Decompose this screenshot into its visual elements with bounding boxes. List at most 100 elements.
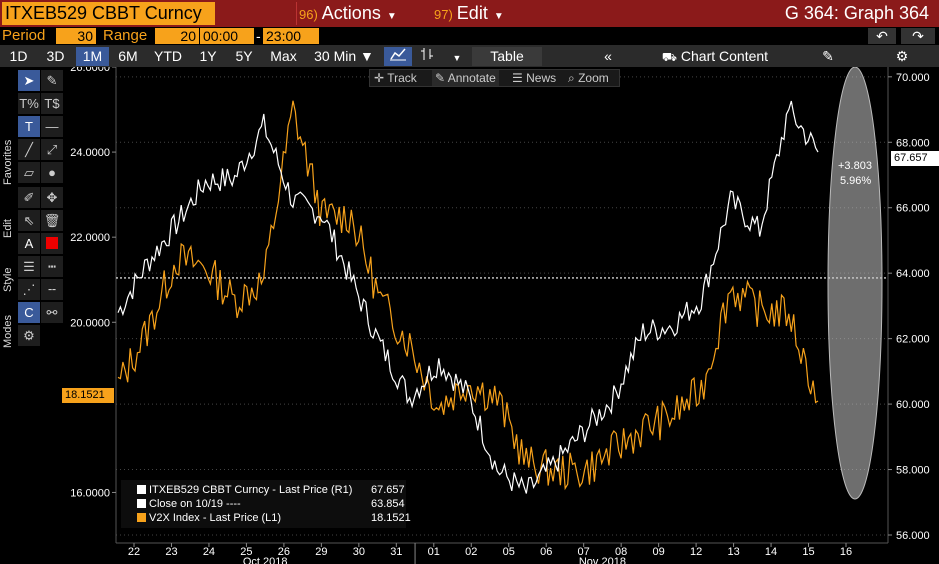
- channel-icon: ▱: [24, 165, 34, 180]
- x-tick-label: 02: [465, 546, 477, 558]
- gear-icon: ⚙: [23, 328, 35, 343]
- zoom-label: Zoom: [578, 71, 609, 85]
- brush-tool[interactable]: ✐: [18, 187, 40, 208]
- x-tick-label: 14: [765, 546, 777, 558]
- line-chart-button[interactable]: [384, 47, 412, 66]
- select-tool[interactable]: ⇖: [18, 210, 40, 231]
- crosshair-icon: ✛: [374, 71, 385, 85]
- dollar-tool[interactable]: T$: [41, 93, 63, 114]
- news-button[interactable]: ☰ News: [512, 70, 556, 86]
- undo-button[interactable]: ↶: [868, 28, 896, 44]
- chevron-down-icon: ▼: [452, 53, 462, 63]
- legend-swatch: [137, 513, 146, 522]
- collapse-panel-button[interactable]: «: [596, 47, 620, 66]
- move-tool[interactable]: ✥: [41, 187, 63, 208]
- range-button-5y[interactable]: 5Y: [235, 48, 253, 64]
- search-icon: ⌕: [568, 71, 575, 85]
- channel-tool[interactable]: ▱: [18, 162, 40, 183]
- chart-type-dropdown[interactable]: ▼: [444, 47, 470, 66]
- chart-content-button[interactable]: ⛟ Chart Content: [640, 47, 790, 66]
- line-weight-tool[interactable]: ☰: [18, 256, 40, 277]
- redo-button[interactable]: ↷: [901, 28, 935, 44]
- chart-content-icon: ⛟: [661, 50, 678, 64]
- left-tick-label: 20.0000: [70, 317, 110, 329]
- font-color-tool[interactable]: A: [18, 233, 40, 254]
- chart-content-label: Chart Content: [680, 48, 769, 64]
- interval-dropdown[interactable]: 30 Min ▼: [306, 47, 382, 66]
- right-y-axis: 70.000 68.000 66.000 64.000 62.000 60.000 58.0…: [887, 67, 930, 543]
- x-tick-label: 29: [315, 546, 327, 558]
- legend-entry[interactable]: Close on 10/19 ----: [137, 497, 241, 511]
- line-weight-icon: ☰: [23, 259, 35, 274]
- text-tool[interactable]: T: [18, 116, 40, 137]
- edit-chart-button[interactable]: ✎: [814, 47, 842, 66]
- arrow-cursor-icon: ➤: [23, 73, 35, 88]
- range-button-ytd[interactable]: YTD: [154, 48, 182, 64]
- edit-menu-number: 97): [434, 7, 453, 22]
- range-button-1d[interactable]: 1D: [9, 48, 28, 64]
- x-tick-label: 31: [390, 546, 402, 558]
- actions-menu[interactable]: 96) Actions ▼: [296, 2, 408, 25]
- trend-line-tool[interactable]: ╱: [18, 139, 40, 160]
- horizontal-line-tool[interactable]: —: [41, 116, 63, 137]
- x-tick-label: 30: [353, 546, 365, 558]
- annotate-button[interactable]: ✎ Annotate: [432, 70, 499, 86]
- tool-settings[interactable]: ⚙: [18, 325, 40, 346]
- dotted-line-tool[interactable]: ⋰: [18, 279, 40, 300]
- chart-legend[interactable]: ITXEB529 CBBT Curncy - Last Price (R1) 6…: [121, 480, 411, 528]
- x-tick-label: 24: [203, 546, 215, 558]
- period-input[interactable]: 30: [56, 28, 96, 44]
- percent-text-icon: T%: [19, 96, 39, 111]
- news-icon: ☰: [512, 71, 523, 85]
- left-tick-label: 24.0000: [70, 147, 110, 159]
- share-tool[interactable]: ⚯: [41, 302, 63, 323]
- settings-button[interactable]: ⚙: [884, 47, 920, 66]
- range-button-1y[interactable]: 1Y: [199, 48, 217, 64]
- dash-line-tool[interactable]: ╌: [41, 279, 63, 300]
- pen-tool[interactable]: ✎: [41, 70, 63, 91]
- x-tick-label: 07: [578, 546, 590, 558]
- circle-icon: ●: [48, 165, 56, 180]
- line-style-tool[interactable]: ┅: [41, 256, 63, 277]
- zoom-button[interactable]: ⌕ Zoom: [568, 70, 609, 86]
- range-button-6m[interactable]: 6M: [118, 48, 138, 64]
- table-button[interactable]: Table: [472, 47, 542, 66]
- delete-tool[interactable]: 🗑: [41, 210, 63, 231]
- highlight-ellipse: [827, 67, 883, 500]
- range-input[interactable]: 20: [155, 28, 199, 44]
- percent-tool[interactable]: T%: [18, 93, 40, 114]
- ray-tool[interactable]: ⤢: [41, 139, 63, 160]
- dotted-line-icon: ⋰: [22, 282, 36, 297]
- track-label: Track: [387, 71, 417, 85]
- legend-entry[interactable]: ITXEB529 CBBT Curncy - Last Price (R1): [137, 483, 352, 497]
- trend-line-icon: ╱: [25, 142, 33, 157]
- v2x-index-series-line: [117, 100, 819, 491]
- fill-color-tool[interactable]: [41, 233, 63, 254]
- range-button-max[interactable]: Max: [270, 48, 297, 64]
- bar-chart-button[interactable]: [414, 47, 440, 66]
- start-time-input[interactable]: 00:00: [200, 28, 254, 44]
- chart-grid: [116, 76, 888, 536]
- track-button[interactable]: ✛ Track: [374, 70, 417, 86]
- trash-icon: 🗑: [43, 213, 61, 228]
- ticker-field[interactable]: ITXEB529 CBBT Curncy: [2, 2, 215, 25]
- undo-icon: ↶: [876, 28, 888, 44]
- edit-menu[interactable]: 97) Edit ▼: [432, 2, 522, 25]
- legend-label: Close on 10/19 ----: [149, 498, 241, 510]
- time-separator: -: [256, 28, 261, 44]
- pen-icon: ✎: [46, 73, 58, 88]
- circle-tool[interactable]: ●: [41, 162, 63, 183]
- pointer-tool[interactable]: ➤: [18, 70, 40, 91]
- x-tick-label: 05: [503, 546, 515, 558]
- news-label: News: [526, 71, 557, 85]
- magnet-mode-tool[interactable]: C: [18, 302, 40, 323]
- range-button-1m[interactable]: 1M: [76, 47, 109, 66]
- x-tick-label: 12: [690, 546, 702, 558]
- range-button-3d[interactable]: 3D: [46, 48, 65, 64]
- end-time-input[interactable]: 23:00: [263, 28, 319, 44]
- pencil-icon: ✎: [435, 71, 446, 85]
- price-chart[interactable]: 22 23 24 25 26 29 30 31 01 02 05 06 07 08 09 12 13 14 15 16…: [0, 67, 939, 564]
- dash-line-icon: ╌: [48, 282, 56, 297]
- left-tick-label: 22.0000: [70, 232, 110, 244]
- legend-entry[interactable]: V2X Index - Last Price (L1): [137, 511, 281, 525]
